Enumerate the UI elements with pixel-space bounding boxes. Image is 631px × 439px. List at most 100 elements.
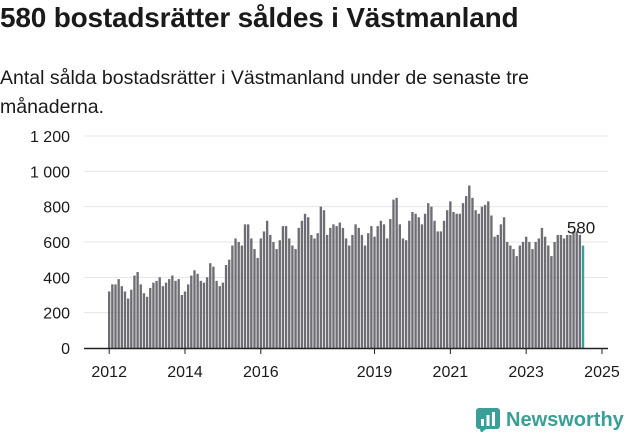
bar — [404, 240, 408, 348]
bar — [177, 279, 180, 348]
bar — [123, 291, 127, 348]
bar — [265, 220, 269, 348]
bar — [136, 272, 139, 348]
bar — [515, 256, 518, 348]
bar — [395, 197, 398, 348]
bar — [524, 236, 528, 348]
bar — [531, 249, 534, 348]
bar — [322, 210, 326, 348]
bar — [133, 275, 136, 348]
bar — [234, 238, 237, 348]
bar — [360, 234, 364, 348]
bar — [471, 197, 474, 348]
bar — [168, 279, 171, 348]
bar — [436, 231, 439, 348]
bar — [231, 245, 234, 348]
bar — [111, 284, 114, 348]
bar — [487, 201, 490, 348]
bar — [130, 289, 133, 348]
bar — [303, 213, 307, 348]
bar — [562, 238, 566, 348]
bar — [145, 296, 149, 348]
bar — [329, 227, 332, 348]
bar — [275, 249, 278, 348]
bar — [196, 273, 199, 348]
bar — [284, 226, 288, 348]
bar — [382, 224, 386, 348]
bar — [240, 245, 244, 348]
x-axis-labels: 2012 2014 2016 2019 2021 2023 2025 — [91, 348, 620, 381]
bar — [566, 234, 569, 348]
x-tick-label: 2012 — [91, 364, 127, 381]
y-tick-label: 600 — [43, 235, 70, 252]
bar — [335, 226, 338, 348]
x-tick-label: 2021 — [433, 364, 469, 381]
x-tick-label: 2019 — [357, 364, 393, 381]
bar — [509, 245, 512, 348]
chart-subtitle: Antal sålda bostadsrätter i Västmanland … — [0, 67, 529, 118]
bar — [518, 245, 522, 348]
bar — [250, 238, 253, 348]
bar — [149, 287, 152, 348]
bar — [502, 217, 506, 348]
x-tick-label: 2025 — [584, 364, 620, 381]
bar — [186, 284, 190, 348]
bar — [269, 234, 272, 348]
bar — [446, 210, 449, 348]
bar — [218, 286, 221, 348]
bar — [246, 224, 250, 348]
bar — [281, 226, 285, 348]
bar — [228, 259, 231, 348]
bar — [363, 245, 367, 348]
bar — [559, 234, 563, 348]
y-tick-label: 1 000 — [30, 164, 70, 181]
bar — [370, 226, 373, 348]
y-tick-label: 800 — [43, 200, 70, 217]
chart-title: 580 bostadsrätter såldes i Västmanland — [0, 2, 519, 33]
bar — [341, 227, 345, 348]
bar — [398, 224, 401, 348]
bar — [180, 295, 184, 348]
bar — [490, 215, 493, 348]
newsworthy-brand: Newsworthy — [476, 408, 624, 432]
bar — [376, 226, 379, 348]
bar — [139, 284, 142, 348]
bar — [120, 286, 124, 348]
bar — [427, 203, 430, 348]
bar — [114, 284, 117, 348]
bar — [152, 282, 155, 348]
bar — [319, 206, 323, 348]
bar — [126, 298, 130, 348]
x-tick-label: 2014 — [167, 364, 203, 381]
bar — [480, 206, 484, 348]
bar — [379, 220, 383, 348]
bar — [477, 213, 480, 348]
bar — [385, 238, 389, 348]
bar — [373, 236, 376, 348]
bar — [307, 217, 310, 348]
bar — [190, 275, 193, 348]
bar — [506, 242, 509, 348]
bar — [221, 282, 225, 348]
bar — [344, 238, 348, 348]
bar — [155, 280, 158, 348]
bar — [452, 211, 455, 348]
bar-highlighted — [581, 245, 585, 348]
bar — [259, 238, 262, 348]
y-tick-label: 400 — [43, 270, 70, 287]
bar — [291, 245, 294, 348]
brand-name: Newsworthy — [506, 408, 624, 431]
bar — [547, 245, 550, 348]
bar — [543, 236, 547, 348]
bar — [316, 233, 319, 348]
x-tick-label: 2023 — [508, 364, 544, 381]
bar — [142, 293, 146, 348]
bar — [401, 238, 405, 348]
bar — [458, 213, 462, 348]
bar — [442, 220, 446, 348]
bar — [449, 201, 452, 348]
bar — [212, 266, 215, 348]
bar — [193, 270, 196, 348]
bar — [420, 224, 424, 348]
